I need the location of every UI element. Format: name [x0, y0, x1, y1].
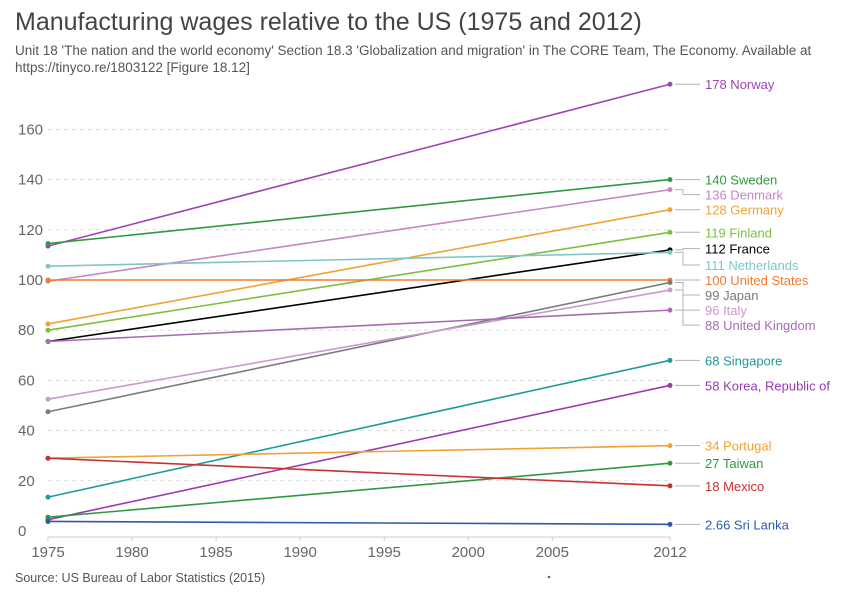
label-leader-netherlands [675, 251, 700, 266]
source-note: Source: US Bureau of Labor Statistics (2… [15, 571, 266, 585]
chart-subtitle: Unit 18 'The nation and the world econom… [15, 43, 812, 75]
series-label-france: 112 France [705, 242, 770, 257]
data-point-finland [667, 229, 673, 235]
x-tick-label: 1995 [368, 544, 401, 561]
y-tick-label: 140 [18, 172, 43, 189]
x-tick-label: 1975 [31, 544, 64, 561]
series-label-japan: 99 Japan [705, 288, 759, 303]
data-point-norway [667, 81, 673, 87]
series-label-norway: 178 Norway [705, 77, 775, 92]
series-line-mexico [47, 457, 671, 487]
data-point-singapore [45, 494, 51, 500]
series-lines [45, 81, 673, 527]
series-line-singapore [47, 359, 671, 498]
data-point-denmark [667, 187, 673, 193]
data-point-germany [45, 321, 51, 327]
series-label-finland: 119 Finland [705, 225, 772, 240]
data-point-finland [45, 327, 51, 333]
series-label-united-kingdom: 88 United Kingdom [705, 318, 816, 333]
data-point-singapore [667, 357, 673, 363]
y-tick-label: 120 [18, 222, 43, 239]
data-point-netherlands [45, 263, 51, 269]
y-tick-label: 80 [18, 322, 35, 339]
y-tick-label: 20 [18, 473, 35, 490]
x-tick-label: 2005 [536, 544, 569, 561]
series-line-germany [47, 208, 671, 325]
series-label-netherlands: 111 Netherlands [705, 258, 799, 273]
stray-dot [547, 575, 551, 579]
label-leader-denmark [675, 189, 700, 196]
series-line-italy [47, 289, 671, 401]
series-line-norway [47, 83, 671, 247]
series-line-sri-lanka [47, 520, 671, 526]
label-leader-japan [675, 282, 700, 296]
data-point-sweden [667, 177, 673, 183]
series-line-taiwan [47, 462, 671, 518]
x-tick-labels: 1975 1980 1985 1990 1995 2000 2005 2012 [31, 544, 686, 561]
data-point-taiwan [667, 460, 673, 466]
y-tick-label: 100 [18, 272, 43, 289]
series-label-italy: 96 Italy [705, 303, 747, 318]
label-leader-italy [675, 289, 700, 311]
data-point-portugal [667, 443, 673, 449]
data-point-netherlands [667, 249, 673, 255]
data-point-italy [45, 396, 51, 402]
series-label-korea-republic-of: 58 Korea, Republic of [705, 378, 830, 393]
series-line-france [47, 249, 671, 343]
data-point-sri-lanka [667, 521, 673, 527]
series-label-mexico: 18 Mexico [705, 479, 764, 494]
series-line-denmark [47, 188, 671, 283]
x-tick-label: 1990 [283, 544, 316, 561]
series-label-united-states: 100 United States [705, 273, 809, 288]
series-label-sri-lanka: 2.66 Sri Lanka [705, 517, 790, 532]
series-label-denmark: 136 Denmark [705, 188, 784, 203]
series-line-portugal [47, 444, 671, 460]
data-point-japan [45, 409, 51, 415]
series-line-japan [47, 281, 671, 413]
y-tick-label: 0 [18, 523, 26, 540]
series-label-sweden: 140 Sweden [705, 173, 777, 188]
series-line-sweden [47, 178, 671, 245]
data-point-united-kingdom [667, 307, 673, 313]
x-tick-label: 1980 [115, 544, 148, 561]
series-label-taiwan: 27 Taiwan [705, 456, 763, 471]
label-leader-france [675, 248, 700, 251]
label-leader-united-kingdom [675, 309, 700, 326]
series-label-germany: 128 Germany [705, 203, 784, 218]
series-line-netherlands [47, 251, 671, 267]
x-tick-label: 2012 [653, 544, 686, 561]
y-tick-labels: 0 20 40 60 80 100 120 140 160 [18, 121, 43, 540]
y-tick-label: 60 [18, 372, 35, 389]
data-point-sri-lanka [45, 518, 51, 524]
y-tick-label: 40 [18, 423, 35, 440]
y-tick-label: 160 [18, 121, 43, 138]
data-point-united-states [45, 277, 51, 283]
data-point-germany [667, 207, 673, 213]
x-tick-label: 1985 [199, 544, 232, 561]
grid-lines [47, 128, 671, 541]
data-point-korea-republic-of [667, 382, 673, 388]
data-point-united-kingdom [45, 338, 51, 344]
data-point-mexico [45, 455, 51, 461]
data-point-sweden [45, 241, 51, 247]
series-line-united-kingdom [47, 309, 671, 343]
data-point-italy [667, 287, 673, 293]
chart-title: Manufacturing wages relative to the US (… [15, 8, 642, 36]
series-line-finland [47, 231, 671, 331]
data-point-mexico [667, 483, 673, 489]
series-label-singapore: 68 Singapore [705, 353, 782, 368]
data-point-japan [667, 280, 673, 286]
x-tick-label: 2000 [452, 544, 485, 561]
series-label-portugal: 34 Portugal [705, 439, 772, 454]
data-point-taiwan [45, 514, 51, 520]
